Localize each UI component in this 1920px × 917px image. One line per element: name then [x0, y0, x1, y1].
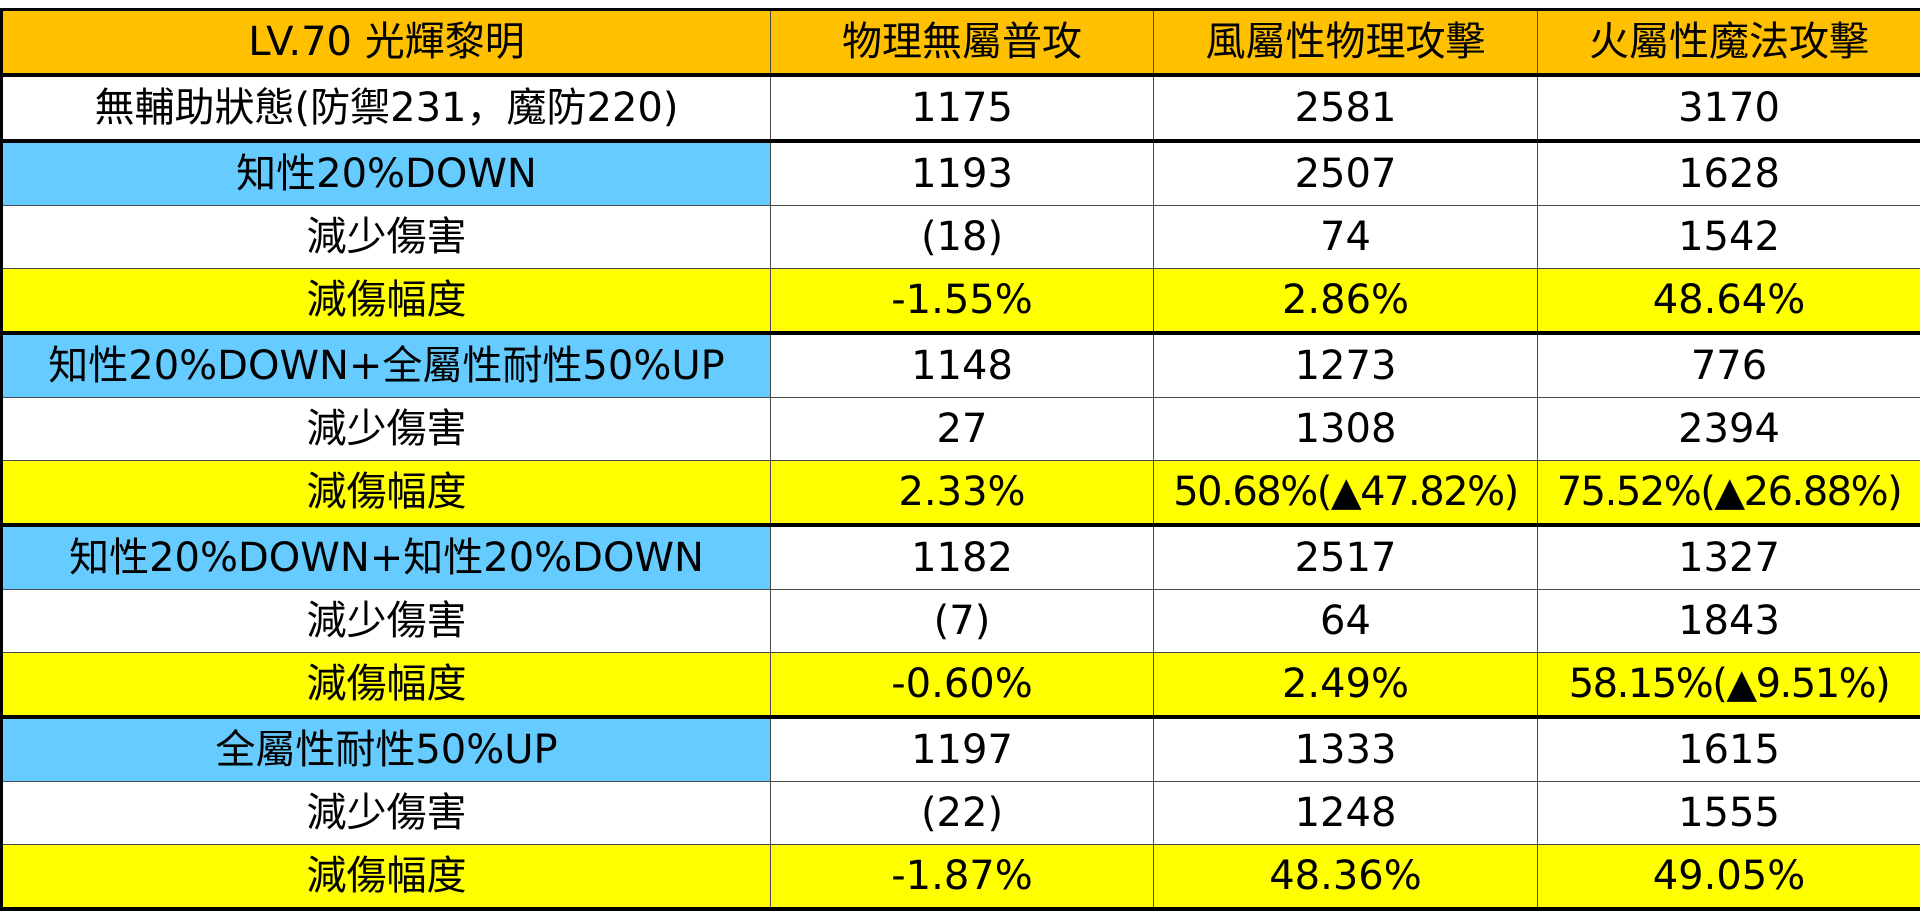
row-label-condition: 知性20%DOWN+知性20%DOWN: [0, 523, 771, 590]
table-row: 知性20%DOWN+知性20%DOWN 1182 2517 1327: [0, 523, 1920, 590]
row-label-reduction: 減少傷害: [0, 397, 771, 461]
value-cell-fire-magic: 1843: [1537, 589, 1920, 653]
value-cell-physical-normal: (18): [770, 205, 1154, 269]
value-cell-fire-magic: 1555: [1537, 781, 1920, 845]
row-label-baseline: 無輔助狀態(防禦231，魔防220): [0, 73, 771, 142]
table-row: 減少傷害 (22) 1248 1555: [0, 781, 1920, 845]
value-cell-wind-physical: 48.36%: [1153, 844, 1538, 911]
table-title-cell: LV.70 光輝黎明: [0, 8, 771, 76]
table-row: 減少傷害 (7) 64 1843: [0, 589, 1920, 653]
value-cell-physical-normal: 1182: [770, 523, 1154, 590]
value-cell-fire-magic: 49.05%: [1537, 844, 1920, 911]
row-label-reduction: 減少傷害: [0, 589, 771, 653]
table-row: 減傷幅度 -0.60% 2.49% 58.15%(▲9.51%): [0, 652, 1920, 718]
row-label-rate: 減傷幅度: [0, 460, 771, 526]
value-cell-wind-physical: 1273: [1153, 331, 1538, 398]
value-cell-physical-normal: -0.60%: [770, 652, 1154, 718]
value-cell-fire-magic: 1628: [1537, 139, 1920, 206]
table-header: LV.70 光輝黎明 物理無屬普攻 風屬性物理攻擊 火屬性魔法攻擊: [0, 8, 1920, 76]
row-label-rate: 減傷幅度: [0, 844, 771, 911]
value-cell-fire-magic: 58.15%(▲9.51%): [1537, 652, 1920, 718]
value-cell-physical-normal: 27: [770, 397, 1154, 461]
damage-comparison-table: LV.70 光輝黎明 物理無屬普攻 風屬性物理攻擊 火屬性魔法攻擊 無輔助狀態(…: [0, 8, 1920, 911]
row-label-reduction: 減少傷害: [0, 205, 771, 269]
value-cell-physical-normal: -1.87%: [770, 844, 1154, 911]
value-cell-physical-normal: 2.33%: [770, 460, 1154, 526]
value-cell-wind-physical: 2.49%: [1153, 652, 1538, 718]
value-cell-wind-physical: 2517: [1153, 523, 1538, 590]
column-header-fire-magic: 火屬性魔法攻擊: [1537, 8, 1920, 76]
value-cell-wind-physical: 50.68%(▲47.82%): [1153, 460, 1538, 526]
value-cell-physical-normal: 1175: [770, 73, 1154, 142]
value-cell-wind-physical: 2.86%: [1153, 268, 1538, 334]
header-row: LV.70 光輝黎明 物理無屬普攻 風屬性物理攻擊 火屬性魔法攻擊: [0, 8, 1920, 76]
table-row: 減傷幅度 -1.55% 2.86% 48.64%: [0, 268, 1920, 334]
table-row: 知性20%DOWN 1193 2507 1628: [0, 139, 1920, 206]
row-label-rate: 減傷幅度: [0, 268, 771, 334]
value-cell-fire-magic: 1615: [1537, 715, 1920, 782]
row-label-condition: 知性20%DOWN: [0, 139, 771, 206]
table-row: 減傷幅度 -1.87% 48.36% 49.05%: [0, 844, 1920, 911]
value-cell-fire-magic: 776: [1537, 331, 1920, 398]
value-cell-fire-magic: 75.52%(▲26.88%): [1537, 460, 1920, 526]
row-label-condition: 知性20%DOWN+全屬性耐性50%UP: [0, 331, 771, 398]
table-row: 減少傷害 (18) 74 1542: [0, 205, 1920, 269]
value-cell-wind-physical: 2507: [1153, 139, 1538, 206]
value-cell-wind-physical: 1308: [1153, 397, 1538, 461]
row-label-condition: 全屬性耐性50%UP: [0, 715, 771, 782]
table-row: 無輔助狀態(防禦231，魔防220) 1175 2581 3170: [0, 73, 1920, 142]
table-row: 全屬性耐性50%UP 1197 1333 1615: [0, 715, 1920, 782]
value-cell-fire-magic: 48.64%: [1537, 268, 1920, 334]
value-cell-physical-normal: 1197: [770, 715, 1154, 782]
value-cell-physical-normal: 1193: [770, 139, 1154, 206]
value-cell-fire-magic: 2394: [1537, 397, 1920, 461]
value-cell-wind-physical: 64: [1153, 589, 1538, 653]
column-header-physical-normal: 物理無屬普攻: [770, 8, 1154, 76]
column-header-wind-physical: 風屬性物理攻擊: [1153, 8, 1538, 76]
value-cell-physical-normal: (22): [770, 781, 1154, 845]
value-cell-wind-physical: 1333: [1153, 715, 1538, 782]
value-cell-wind-physical: 74: [1153, 205, 1538, 269]
row-label-rate: 減傷幅度: [0, 652, 771, 718]
value-cell-fire-magic: 1542: [1537, 205, 1920, 269]
table-body: 無輔助狀態(防禦231，魔防220) 1175 2581 3170 知性20%DOWN 1…: [0, 73, 1920, 911]
value-cell-physical-normal: 1148: [770, 331, 1154, 398]
value-cell-fire-magic: 3170: [1537, 73, 1920, 142]
table-row: 知性20%DOWN+全屬性耐性50%UP 1148 1273 776: [0, 331, 1920, 398]
row-label-reduction: 減少傷害: [0, 781, 771, 845]
value-cell-wind-physical: 1248: [1153, 781, 1538, 845]
value-cell-wind-physical: 2581: [1153, 73, 1538, 142]
value-cell-fire-magic: 1327: [1537, 523, 1920, 590]
table-row: 減少傷害 27 1308 2394: [0, 397, 1920, 461]
value-cell-physical-normal: -1.55%: [770, 268, 1154, 334]
table-row: 減傷幅度 2.33% 50.68%(▲47.82%) 75.52%(▲26.88%): [0, 460, 1920, 526]
value-cell-physical-normal: (7): [770, 589, 1154, 653]
